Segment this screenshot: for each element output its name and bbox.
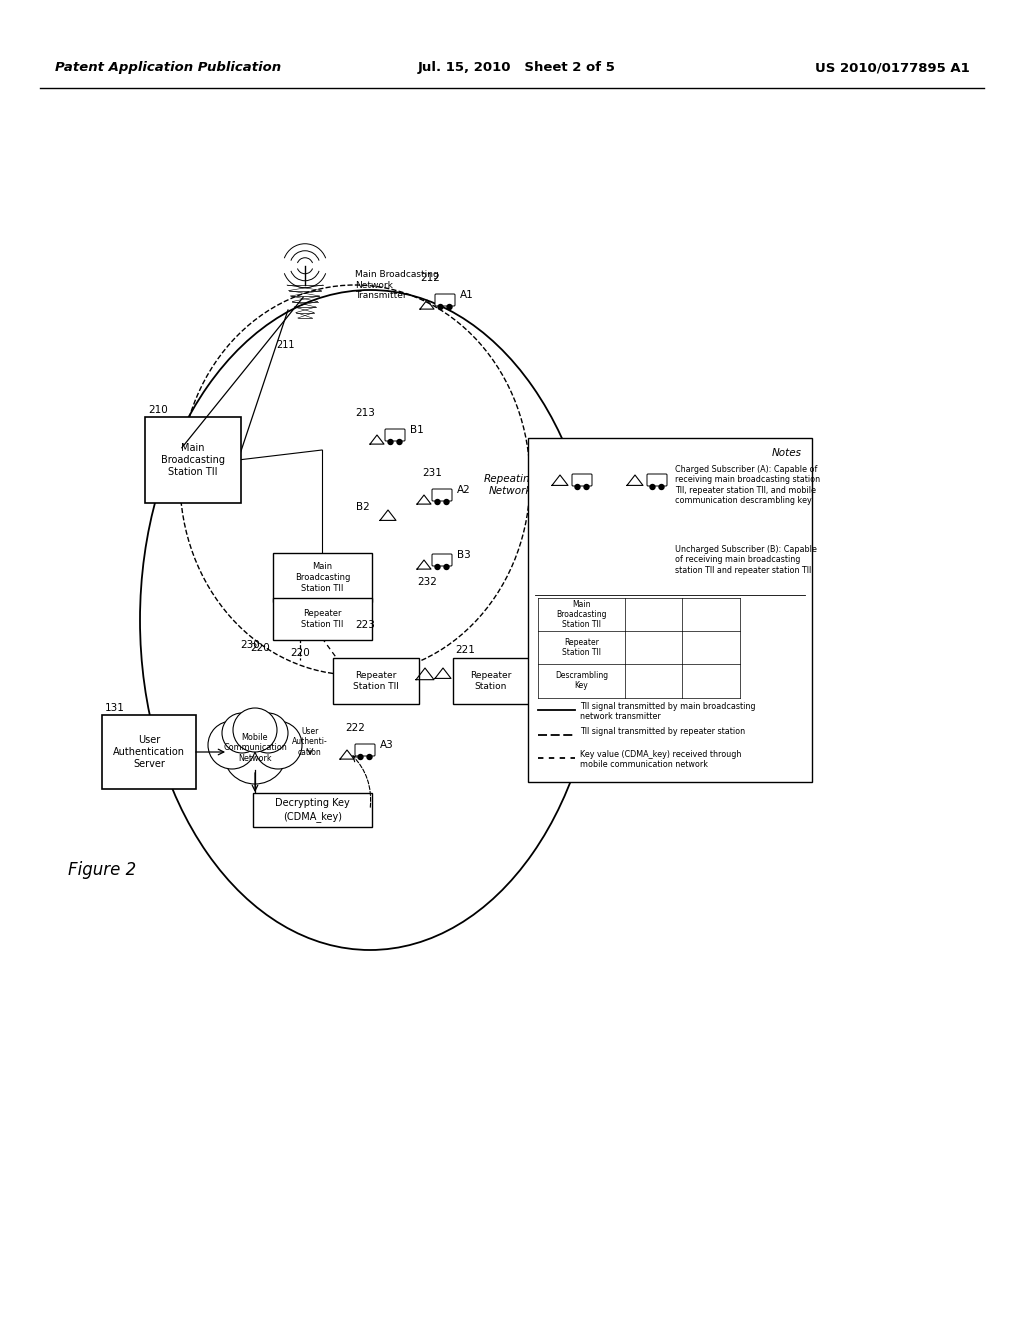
Circle shape (358, 755, 362, 759)
Text: B1: B1 (410, 425, 424, 436)
Text: Key value (CDMA_key) received through
mobile communication network: Key value (CDMA_key) received through mo… (580, 750, 741, 770)
Text: Repeating
Network: Repeating Network (483, 474, 537, 496)
Circle shape (367, 755, 372, 759)
Text: 232: 232 (417, 577, 437, 587)
FancyBboxPatch shape (435, 294, 455, 306)
Text: A2: A2 (457, 484, 471, 495)
FancyBboxPatch shape (432, 488, 452, 502)
Text: Repeater
Station: Repeater Station (470, 671, 512, 692)
Text: Jul. 15, 2010   Sheet 2 of 5: Jul. 15, 2010 Sheet 2 of 5 (418, 62, 615, 74)
Text: 231: 231 (422, 469, 442, 478)
FancyBboxPatch shape (355, 744, 375, 756)
Circle shape (208, 721, 256, 770)
FancyBboxPatch shape (528, 438, 812, 781)
Circle shape (444, 499, 449, 504)
FancyBboxPatch shape (432, 554, 452, 566)
Circle shape (650, 484, 655, 490)
Circle shape (584, 484, 589, 490)
Text: Main Broadcasting
Network
Transmitter: Main Broadcasting Network Transmitter (355, 271, 438, 300)
FancyBboxPatch shape (273, 598, 372, 640)
FancyBboxPatch shape (333, 657, 419, 704)
Text: 222: 222 (345, 723, 365, 733)
Text: User
Authenti-
cation: User Authenti- cation (292, 727, 328, 756)
FancyBboxPatch shape (647, 474, 667, 486)
Text: 220: 220 (250, 643, 270, 653)
Text: TII signal transmitted by main broadcasting
network transmitter: TII signal transmitted by main broadcast… (580, 702, 756, 722)
FancyBboxPatch shape (102, 715, 196, 789)
Text: Uncharged Subscriber (B): Capable
of receiving main broadcasting
station TII and: Uncharged Subscriber (B): Capable of rec… (675, 545, 817, 574)
FancyBboxPatch shape (453, 657, 529, 704)
Text: Decrypting Key
(CDMA_key): Decrypting Key (CDMA_key) (275, 799, 350, 821)
Circle shape (575, 484, 580, 490)
Text: Mobile
Communication
Network: Mobile Communication Network (223, 733, 287, 763)
Text: B2: B2 (356, 502, 370, 512)
Text: Notes: Notes (772, 447, 802, 458)
Text: Main
Broadcasting
Station TII: Main Broadcasting Station TII (161, 442, 225, 478)
Text: Repeater
Station TII: Repeater Station TII (562, 638, 601, 657)
FancyBboxPatch shape (273, 553, 372, 602)
Text: 213: 213 (355, 408, 375, 418)
Text: 223: 223 (355, 620, 375, 630)
Text: 210: 210 (148, 405, 168, 414)
Circle shape (223, 719, 287, 784)
Text: 131: 131 (105, 704, 125, 713)
Text: A3: A3 (380, 741, 394, 750)
Circle shape (435, 565, 440, 569)
Circle shape (438, 305, 443, 309)
Text: Main
Broadcasting
Station TII: Main Broadcasting Station TII (295, 562, 350, 593)
Circle shape (388, 440, 393, 445)
Text: User
Authentication
Server: User Authentication Server (113, 735, 185, 770)
Text: Patent Application Publication: Patent Application Publication (55, 62, 282, 74)
Text: 211: 211 (276, 341, 295, 350)
Text: 212: 212 (420, 273, 440, 282)
FancyBboxPatch shape (572, 474, 592, 486)
FancyBboxPatch shape (253, 793, 372, 828)
Circle shape (248, 713, 288, 752)
Text: Figure 2: Figure 2 (68, 861, 136, 879)
Text: 230: 230 (241, 640, 260, 649)
Text: A1: A1 (460, 290, 474, 300)
FancyBboxPatch shape (145, 417, 241, 503)
Text: B3: B3 (457, 550, 471, 560)
Text: US 2010/0177895 A1: US 2010/0177895 A1 (815, 62, 970, 74)
Circle shape (233, 708, 278, 752)
Circle shape (444, 565, 449, 569)
Text: Charged Subscriber (A): Capable of
receiving main broadcasting station
TII, repe: Charged Subscriber (A): Capable of recei… (675, 465, 820, 506)
Text: Repeater
Station TII: Repeater Station TII (353, 671, 399, 692)
Circle shape (397, 440, 402, 445)
Text: Repeater
Station TII: Repeater Station TII (301, 609, 344, 630)
Text: TII signal transmitted by repeater station: TII signal transmitted by repeater stati… (580, 727, 745, 737)
Text: Descrambling
Key: Descrambling Key (555, 671, 608, 690)
Text: Main Broadcasting
Network: Main Broadcasting Network (536, 520, 574, 619)
Circle shape (222, 713, 262, 752)
Text: 221: 221 (455, 645, 475, 655)
FancyBboxPatch shape (385, 429, 406, 441)
Circle shape (435, 499, 440, 504)
Text: Main
Broadcasting
Station TII: Main Broadcasting Station TII (556, 599, 607, 630)
Circle shape (447, 305, 452, 309)
Circle shape (659, 484, 664, 490)
Text: 220: 220 (290, 648, 310, 657)
Circle shape (254, 721, 302, 770)
